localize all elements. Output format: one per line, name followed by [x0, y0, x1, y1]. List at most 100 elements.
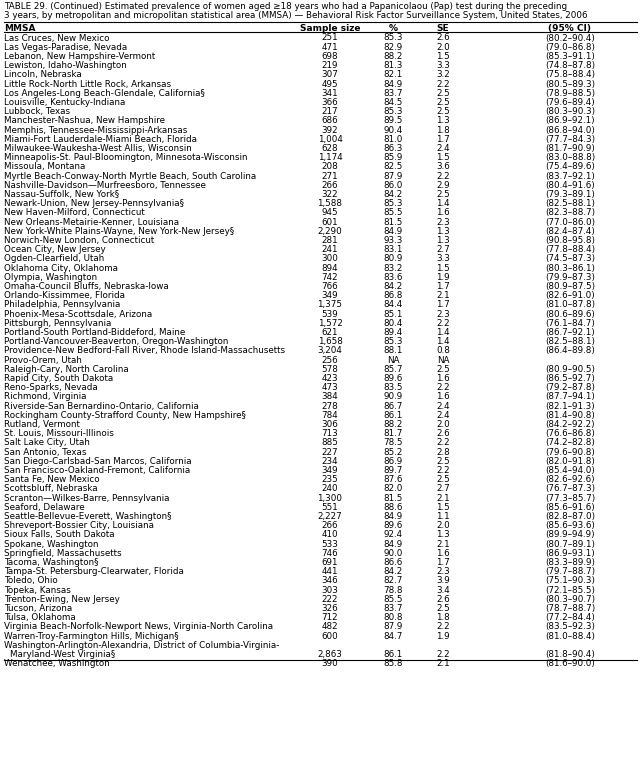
Text: 2.2: 2.2	[436, 650, 450, 659]
Text: (80.3–90.3): (80.3–90.3)	[545, 107, 595, 116]
Text: 82.9: 82.9	[383, 43, 403, 52]
Text: Raleigh-Cary, North Carolina: Raleigh-Cary, North Carolina	[4, 365, 129, 373]
Text: 1.3: 1.3	[436, 531, 450, 540]
Text: (85.3–91.1): (85.3–91.1)	[545, 52, 595, 61]
Text: 1.7: 1.7	[436, 282, 450, 291]
Text: (82.1–91.3): (82.1–91.3)	[545, 402, 595, 411]
Text: 3.2: 3.2	[436, 71, 450, 79]
Text: (76.6–86.8): (76.6–86.8)	[545, 429, 595, 438]
Text: 691: 691	[322, 558, 338, 567]
Text: 2.1: 2.1	[436, 291, 450, 300]
Text: 3.3: 3.3	[436, 61, 450, 70]
Text: (77.7–84.3): (77.7–84.3)	[545, 134, 595, 143]
Text: 82.1: 82.1	[383, 71, 403, 79]
Text: 1.8: 1.8	[436, 125, 450, 134]
Text: 1.5: 1.5	[436, 263, 450, 272]
Text: Seattle-Bellevue-Everett, Washington§: Seattle-Bellevue-Everett, Washington§	[4, 512, 172, 521]
Text: Lubbock, Texas: Lubbock, Texas	[4, 107, 70, 116]
Text: SE: SE	[437, 24, 449, 33]
Text: 322: 322	[322, 190, 338, 199]
Text: 2,290: 2,290	[318, 227, 342, 236]
Text: 2.5: 2.5	[436, 107, 450, 116]
Text: 1.8: 1.8	[436, 613, 450, 622]
Text: 1.6: 1.6	[436, 374, 450, 383]
Text: (86.5–92.7): (86.5–92.7)	[545, 374, 595, 383]
Text: (81.8–90.4): (81.8–90.4)	[545, 650, 595, 659]
Text: TABLE 29. (Continued) Estimated prevalence of women aged ≥18 years who had a Pap: TABLE 29. (Continued) Estimated prevalen…	[4, 2, 567, 11]
Text: Richmond, Virginia: Richmond, Virginia	[4, 392, 87, 402]
Text: 2.5: 2.5	[436, 475, 450, 484]
Text: 86.8: 86.8	[383, 291, 403, 300]
Text: 89.6: 89.6	[383, 521, 403, 530]
Text: 2.2: 2.2	[436, 172, 450, 181]
Text: 698: 698	[322, 52, 338, 61]
Text: Philadelphia, Pennsylvania: Philadelphia, Pennsylvania	[4, 301, 121, 310]
Text: 384: 384	[322, 392, 338, 402]
Text: 346: 346	[322, 576, 338, 585]
Text: 784: 784	[322, 411, 338, 420]
Text: 1.9: 1.9	[436, 631, 450, 641]
Text: (80.3–90.7): (80.3–90.7)	[545, 595, 595, 603]
Text: Toledo, Ohio: Toledo, Ohio	[4, 576, 58, 585]
Text: (75.1–90.3): (75.1–90.3)	[545, 576, 595, 585]
Text: 84.9: 84.9	[383, 540, 403, 549]
Text: 84.9: 84.9	[383, 512, 403, 521]
Text: Providence-New Bedford-Fall River, Rhode Island-Massachusetts: Providence-New Bedford-Fall River, Rhode…	[4, 346, 285, 355]
Text: 88.2: 88.2	[383, 420, 403, 429]
Text: 2.7: 2.7	[436, 484, 450, 493]
Text: 84.2: 84.2	[383, 282, 403, 291]
Text: 1.1: 1.1	[436, 512, 450, 521]
Text: 2.2: 2.2	[436, 319, 450, 328]
Text: (77.2–84.4): (77.2–84.4)	[545, 613, 595, 622]
Text: NA: NA	[437, 355, 449, 364]
Text: (81.4–90.8): (81.4–90.8)	[545, 411, 595, 420]
Text: Sample size: Sample size	[300, 24, 360, 33]
Text: Rapid City, South Dakota: Rapid City, South Dakota	[4, 374, 113, 383]
Text: (80.5–89.3): (80.5–89.3)	[545, 80, 595, 89]
Text: Tucson, Arizona: Tucson, Arizona	[4, 604, 72, 613]
Text: Minneapolis-St. Paul-Bloomington, Minnesota-Wisconsin: Minneapolis-St. Paul-Bloomington, Minnes…	[4, 153, 247, 162]
Text: Memphis, Tennessee-Mississippi-Arkansas: Memphis, Tennessee-Mississippi-Arkansas	[4, 125, 187, 134]
Text: 3.3: 3.3	[436, 254, 450, 263]
Text: 746: 746	[322, 549, 338, 558]
Text: 326: 326	[322, 604, 338, 613]
Text: 84.7: 84.7	[383, 631, 403, 641]
Text: (90.8–95.8): (90.8–95.8)	[545, 236, 595, 245]
Text: 235: 235	[322, 475, 338, 484]
Text: 1,174: 1,174	[318, 153, 342, 162]
Text: 2.6: 2.6	[436, 33, 450, 43]
Text: (74.8–87.8): (74.8–87.8)	[545, 61, 595, 70]
Text: 2.3: 2.3	[436, 310, 450, 319]
Text: Lewiston, Idaho-Washington: Lewiston, Idaho-Washington	[4, 61, 127, 70]
Text: 87.6: 87.6	[383, 475, 403, 484]
Text: (85.6–91.6): (85.6–91.6)	[545, 502, 595, 512]
Text: (75.8–88.4): (75.8–88.4)	[545, 71, 595, 79]
Text: (86.4–89.8): (86.4–89.8)	[545, 346, 595, 355]
Text: (95% CI): (95% CI)	[549, 24, 592, 33]
Text: 227: 227	[322, 448, 338, 456]
Text: (84.2–92.2): (84.2–92.2)	[545, 420, 595, 429]
Text: 3 years, by metropolitan and micropolitan statistical area (MMSA) — Behavioral R: 3 years, by metropolitan and micropolita…	[4, 11, 588, 20]
Text: 84.9: 84.9	[383, 80, 403, 89]
Text: (72.1–85.5): (72.1–85.5)	[545, 585, 595, 594]
Text: (77.3–85.7): (77.3–85.7)	[545, 493, 595, 502]
Text: (86.8–94.0): (86.8–94.0)	[545, 125, 595, 134]
Text: (83.0–88.8): (83.0–88.8)	[545, 153, 595, 162]
Text: (85.6–93.6): (85.6–93.6)	[545, 521, 595, 530]
Text: Nassau-Suffolk, New York§: Nassau-Suffolk, New York§	[4, 190, 119, 199]
Text: (79.2–87.8): (79.2–87.8)	[545, 383, 595, 392]
Text: 1.9: 1.9	[436, 272, 450, 282]
Text: 1.4: 1.4	[436, 199, 450, 208]
Text: Provo-Orem, Utah: Provo-Orem, Utah	[4, 355, 82, 364]
Text: (86.9–92.1): (86.9–92.1)	[545, 116, 595, 125]
Text: (86.7–92.1): (86.7–92.1)	[545, 328, 595, 337]
Text: 81.5: 81.5	[383, 218, 403, 226]
Text: 84.5: 84.5	[383, 98, 403, 107]
Text: 90.0: 90.0	[383, 549, 403, 558]
Text: 87.9: 87.9	[383, 172, 403, 181]
Text: Milwaukee-Waukesha-West Allis, Wisconsin: Milwaukee-Waukesha-West Allis, Wisconsin	[4, 144, 192, 153]
Text: 2.9: 2.9	[436, 181, 450, 190]
Text: 85.2: 85.2	[383, 448, 403, 456]
Text: 1.7: 1.7	[436, 134, 450, 143]
Text: 2,227: 2,227	[318, 512, 342, 521]
